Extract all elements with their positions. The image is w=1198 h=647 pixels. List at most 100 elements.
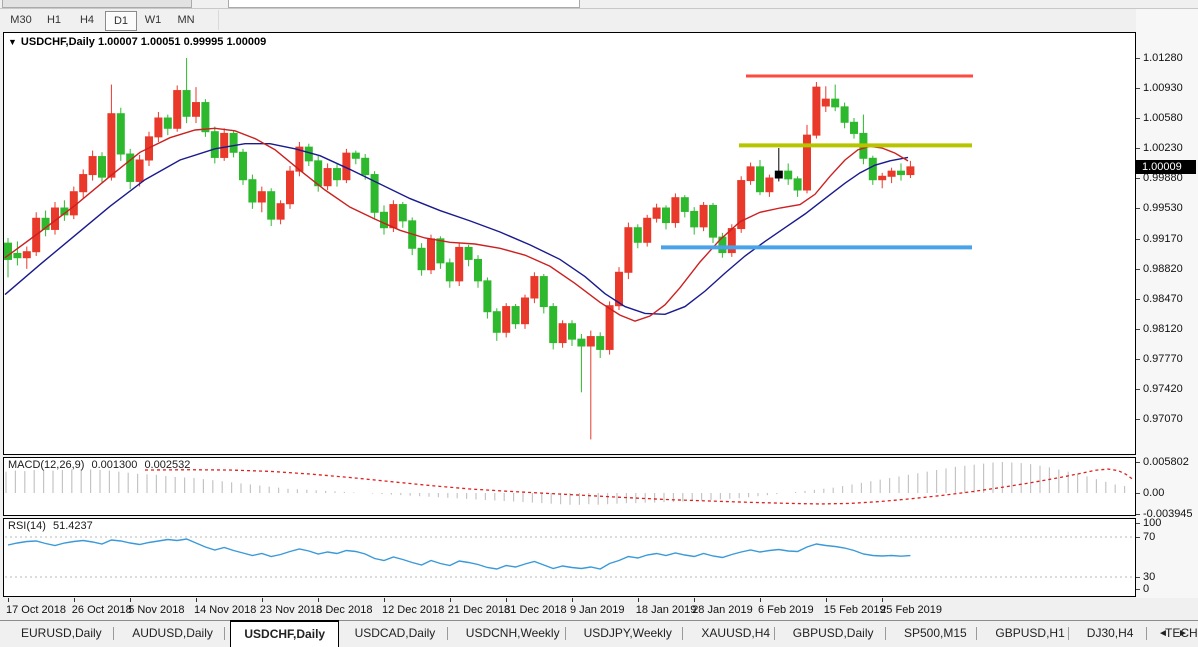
rsi-axis-label: 30 <box>1143 571 1156 583</box>
price-axis[interactable]: 1.01280 1.00930 1.00580 1.00230 0.99880 0.995… <box>1136 9 1198 618</box>
candlestick <box>511 306 520 325</box>
candlestick <box>314 160 323 187</box>
tab-usdcad[interactable]: USDCAD,Daily <box>354 626 436 640</box>
axis-tick <box>1136 358 1140 360</box>
tab-usdchf[interactable]: USDCHF,Daily <box>230 620 340 647</box>
axis-tick <box>1136 208 1140 209</box>
rsi-indicator-panel[interactable] <box>3 518 1136 597</box>
macd-signal-value: 0.002532 <box>144 459 191 471</box>
tab-separator <box>113 627 115 640</box>
candlestick <box>821 98 830 107</box>
price-axis-label: 1.00580 <box>1143 112 1183 124</box>
macd-indicator-panel[interactable] <box>3 457 1136 516</box>
tab-xauusd[interactable]: XAUUSD,H4 <box>701 626 771 640</box>
axis-tick <box>1136 388 1140 390</box>
tf-button-h4[interactable]: H4 <box>79 14 95 26</box>
rsi-line <box>7 538 911 570</box>
candlestick <box>427 238 435 271</box>
tab-separator <box>885 627 886 640</box>
price-axis-label: 0.97070 <box>1143 412 1183 425</box>
candlestick <box>662 207 670 224</box>
axis-tick <box>1136 268 1140 270</box>
candlestick <box>549 306 558 344</box>
chevron-down-icon[interactable]: ▼ <box>8 37 17 47</box>
tab-gbpusd[interactable]: GBPUSD,H1 <box>995 626 1065 640</box>
tab-audusd[interactable]: AUDUSD,Daily <box>132 626 213 640</box>
date-axis-label: 5 Nov 2018 <box>128 604 185 616</box>
date-tick <box>261 598 263 602</box>
chart-symbol-label: USDCHF,Daily <box>20 36 95 48</box>
main-chart-panel[interactable] <box>3 32 1136 455</box>
tf-button-w1[interactable]: W1 <box>144 14 162 26</box>
macd-axis-label: -0.003945 <box>1143 508 1193 521</box>
candlestick <box>69 191 78 216</box>
candlestick <box>897 170 905 176</box>
date-axis-label: 17 Oct 2018 <box>6 604 66 616</box>
candlestick <box>690 210 699 228</box>
macd-main-value: 0.001300 <box>91 459 138 471</box>
main-chart-svg <box>4 58 973 440</box>
date-tick <box>449 598 451 602</box>
candlestick <box>502 306 511 333</box>
date-axis-label: 14 Nov 2018 <box>194 604 257 616</box>
tab-usdjpy[interactable]: USDJPY,Weekly <box>583 626 672 640</box>
candlestick <box>680 197 689 212</box>
price-axis-label: 1.01280 <box>1143 52 1183 64</box>
rsi-label: RSI(14) <box>8 520 46 532</box>
ohlc-low-value: 0.99995 <box>183 36 224 48</box>
candlestick <box>398 204 407 222</box>
candlestick <box>577 338 586 347</box>
price-axis-label: 1.00230 <box>1143 142 1183 154</box>
rsi-value: 51.4237 <box>52 520 93 532</box>
candlestick <box>558 323 567 344</box>
candlestick <box>135 159 144 182</box>
candlestick <box>257 191 266 203</box>
candlestick <box>276 203 285 220</box>
date-tick <box>637 598 639 602</box>
axis-tick <box>1136 514 1140 516</box>
price-axis-label: 0.99170 <box>1143 232 1183 245</box>
axis-tick <box>1136 523 1140 524</box>
tab-usdcnh[interactable]: USDCNH,Weekly <box>465 626 560 640</box>
macd-label-row: MACD(12,26,9) 0.001300 0.002532 <box>8 459 194 471</box>
candlestick <box>521 297 529 325</box>
tab-dj30[interactable]: DJ30,H4 <box>1086 626 1134 640</box>
candlestick <box>737 180 746 230</box>
price-axis-label: 1.00930 <box>1143 82 1183 94</box>
date-tick <box>318 598 320 602</box>
candlestick <box>539 276 548 308</box>
candlestick <box>784 170 793 180</box>
tabs-scroll-left-button[interactable]: ◄ <box>1158 628 1168 639</box>
candlestick <box>699 204 708 228</box>
tf-button-mn[interactable]: MN <box>177 14 195 26</box>
candlestick <box>850 121 858 134</box>
tabs-scroll-right-button[interactable]: ► <box>1178 628 1188 639</box>
date-axis-label: 12 Dec 2018 <box>382 604 445 616</box>
macd-axis-label: 0.005802 <box>1143 456 1189 468</box>
candlestick <box>474 258 482 282</box>
candlestick <box>831 98 840 108</box>
tf-button-d1[interactable]: D1 <box>105 11 137 31</box>
tab-separator <box>1067 627 1069 640</box>
candlestick <box>389 204 398 229</box>
candlestick <box>906 166 915 176</box>
macd-signal-line <box>144 468 1134 505</box>
axis-tick <box>1136 238 1140 240</box>
price-axis-label: 0.98470 <box>1143 292 1183 305</box>
tab-tech100[interactable]: TECH100,H <box>1165 626 1198 640</box>
date-tick <box>8 598 9 602</box>
tf-button-h1[interactable]: H1 <box>46 14 62 26</box>
candlestick <box>201 102 210 133</box>
tab-gbpusd[interactable]: GBPUSD,Daily <box>792 626 874 640</box>
tf-button-m30[interactable]: M30 <box>10 14 32 26</box>
rsi-axis-label: 100 <box>1143 517 1162 529</box>
tab-sp500[interactable]: SP500,M15 <box>904 626 967 640</box>
date-axis[interactable]: 17 Oct 2018 26 Oct 2018 5 Nov 2018 14 Nov 2… <box>0 598 1198 619</box>
candlestick <box>464 246 473 260</box>
candlestick <box>615 271 623 307</box>
tab-eurusd[interactable]: EURUSD,Daily <box>21 626 102 640</box>
candlestick <box>568 323 576 340</box>
date-tick <box>130 598 132 602</box>
candlestick <box>793 178 802 191</box>
